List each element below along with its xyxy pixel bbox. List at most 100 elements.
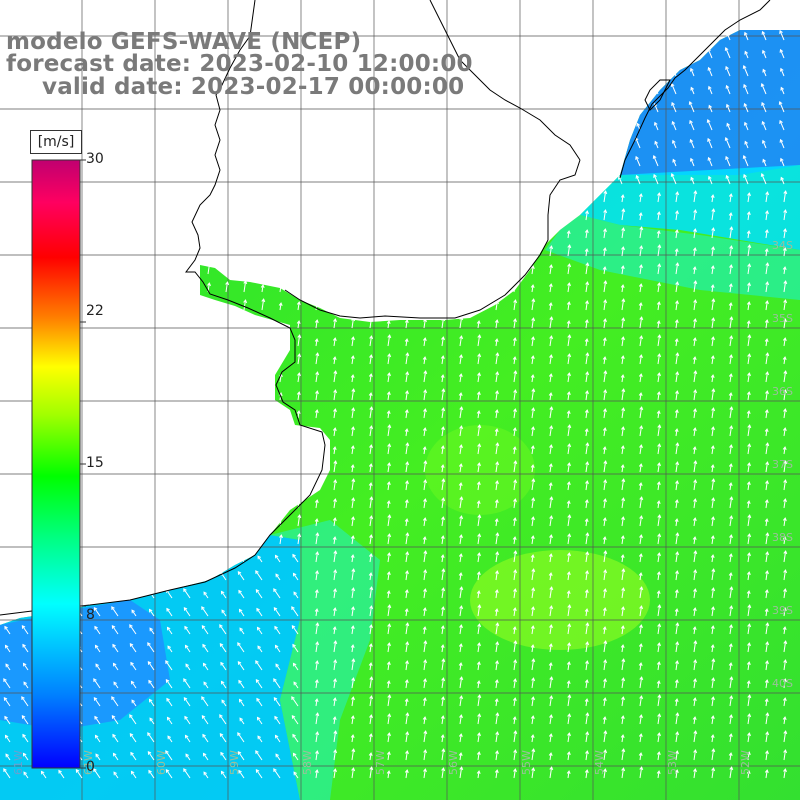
wind-arrow bbox=[495, 410, 498, 419]
wind-arrow-head bbox=[760, 82, 765, 87]
wind-arrow-head bbox=[620, 625, 625, 630]
wind-arrow-head bbox=[747, 334, 752, 339]
wind-arrow-head bbox=[638, 572, 643, 577]
wind-arrow bbox=[351, 356, 354, 365]
wind-arrow-head bbox=[693, 280, 698, 285]
wind-arrow bbox=[369, 625, 372, 635]
wind-arrow bbox=[405, 462, 408, 473]
wind-arrow bbox=[729, 573, 732, 581]
wind-arrow-head bbox=[657, 263, 662, 268]
wind-arrow-head bbox=[782, 247, 787, 252]
wind-arrow-head bbox=[292, 733, 296, 738]
wind-arrow bbox=[315, 680, 318, 689]
lon-label: 61W bbox=[82, 750, 95, 775]
wind-arrow-head bbox=[549, 624, 553, 629]
wind-arrow-head bbox=[567, 353, 572, 358]
wind-arrow bbox=[238, 590, 245, 599]
wind-arrow-head bbox=[351, 426, 355, 431]
wind-arrow bbox=[513, 660, 516, 671]
wind-arrow bbox=[765, 339, 768, 347]
wind-arrow bbox=[423, 698, 426, 707]
wind-arrow bbox=[639, 445, 642, 455]
wind-arrow bbox=[657, 553, 660, 563]
wind-arrow-head bbox=[477, 623, 482, 628]
wind-arrow bbox=[219, 643, 227, 653]
wind-arrow-head bbox=[761, 30, 766, 35]
wind-arrow-head bbox=[314, 319, 319, 324]
wind-arrow bbox=[333, 641, 337, 653]
wind-arrow-head bbox=[333, 479, 338, 484]
wind-arrow bbox=[183, 678, 191, 689]
wind-arrow-head bbox=[296, 301, 301, 306]
wind-arrow bbox=[783, 717, 786, 725]
wind-arrow-head bbox=[405, 641, 410, 646]
wind-arrow bbox=[333, 537, 336, 545]
colorbar-ticks bbox=[80, 159, 86, 769]
wind-arrow bbox=[369, 587, 373, 599]
wind-arrow-head bbox=[782, 266, 787, 271]
wind-arrow-head bbox=[783, 209, 788, 214]
wind-arrow-head bbox=[129, 624, 133, 628]
wind-arrow bbox=[95, 645, 101, 653]
wind-arrow bbox=[23, 771, 29, 779]
wind-arrow-head bbox=[711, 568, 716, 573]
wind-arrow bbox=[708, 67, 713, 77]
wind-arrow bbox=[726, 123, 731, 131]
wind-arrow bbox=[369, 663, 372, 671]
wind-arrow bbox=[513, 717, 516, 725]
wind-arrow-head bbox=[386, 481, 391, 486]
wind-arrow bbox=[131, 609, 137, 617]
wind-arrow-head bbox=[746, 590, 751, 595]
wind-arrow-head bbox=[147, 750, 152, 755]
wind-arrow-head bbox=[513, 640, 518, 645]
wind-arrow-head bbox=[369, 354, 373, 359]
wind-arrow bbox=[531, 659, 535, 671]
wind-arrow bbox=[585, 339, 588, 347]
wind-arrow bbox=[567, 373, 570, 383]
wind-arrow-head bbox=[639, 586, 644, 591]
wind-arrow-head bbox=[148, 679, 152, 684]
colorbar bbox=[31, 159, 81, 769]
wind-arrow-head bbox=[657, 713, 662, 718]
wind-arrow bbox=[693, 229, 696, 239]
wind-arrow-head bbox=[725, 103, 730, 108]
lon-label: 58W bbox=[301, 750, 314, 775]
wind-arrow-head bbox=[729, 406, 734, 411]
wind-arrow-head bbox=[747, 443, 752, 448]
wind-arrow bbox=[477, 752, 480, 761]
wind-arrow-head bbox=[548, 463, 553, 468]
wind-arrow-head bbox=[459, 496, 464, 501]
wind-arrow-head bbox=[495, 390, 499, 395]
lon-label: 55W bbox=[520, 750, 533, 775]
wind-arrow-head bbox=[780, 176, 784, 181]
wind-arrow bbox=[765, 519, 768, 527]
colorbar-tick-label: 15 bbox=[86, 455, 104, 471]
wind-arrow bbox=[369, 516, 372, 527]
wind-arrow bbox=[333, 518, 336, 527]
wind-arrow bbox=[783, 428, 786, 437]
wind-arrow bbox=[405, 699, 408, 707]
wind-arrow-head bbox=[203, 591, 207, 596]
wind-arrow-head bbox=[531, 336, 535, 341]
wind-arrow bbox=[675, 571, 678, 581]
wind-arrow-head bbox=[620, 194, 625, 199]
wind-arrow bbox=[675, 263, 679, 275]
wind-arrow bbox=[315, 320, 318, 329]
wind-arrow bbox=[292, 644, 299, 653]
wind-arrow-head bbox=[584, 409, 589, 414]
wind-arrow bbox=[603, 608, 606, 617]
wind-arrow-head bbox=[202, 662, 207, 667]
wind-arrow bbox=[603, 769, 606, 779]
wind-arrow-head bbox=[512, 626, 517, 631]
wind-arrow-head bbox=[621, 298, 626, 303]
wind-arrow bbox=[765, 770, 768, 779]
wind-arrow bbox=[621, 626, 624, 635]
wind-arrow-head bbox=[710, 355, 715, 360]
wind-arrow-head bbox=[111, 606, 115, 610]
wind-arrow-head bbox=[693, 550, 698, 555]
wind-arrow bbox=[725, 47, 731, 59]
wind-arrow-head bbox=[111, 624, 116, 629]
wind-arrow-head bbox=[656, 211, 661, 216]
wind-arrow-head bbox=[184, 625, 188, 630]
wind-arrow bbox=[729, 445, 732, 455]
